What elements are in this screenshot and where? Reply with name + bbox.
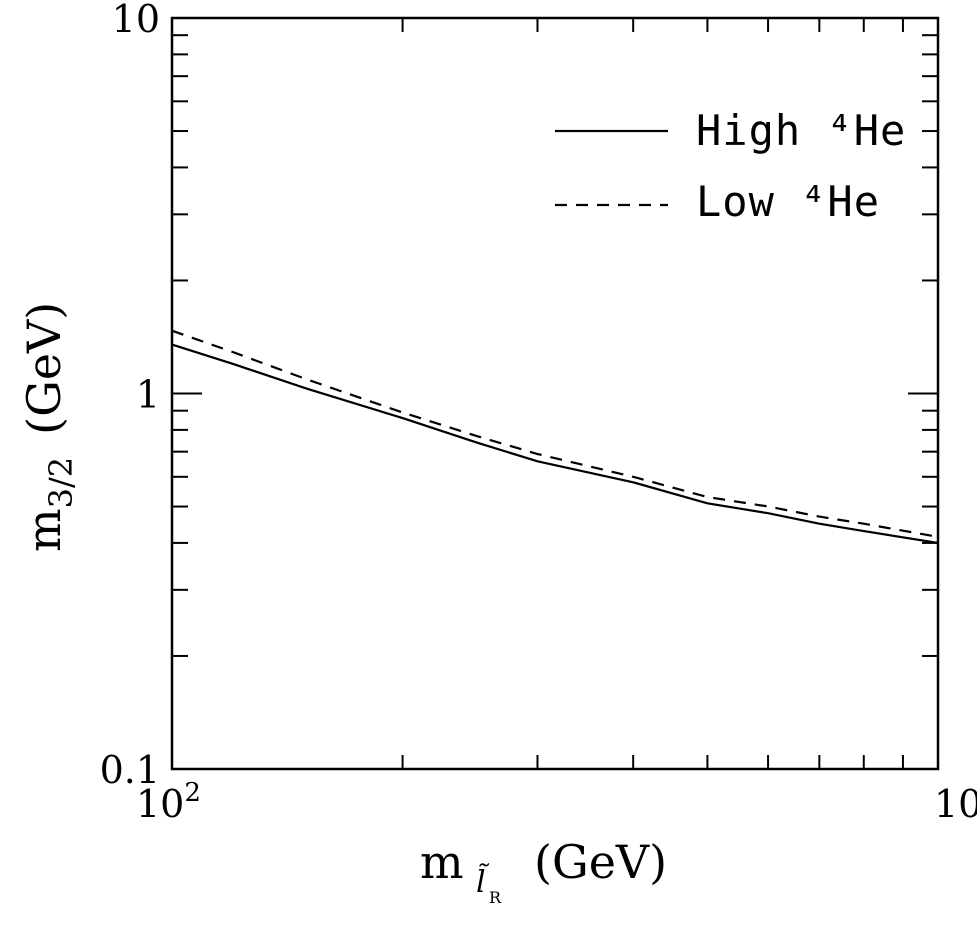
- y-axis-unit: (GeV): [17, 302, 71, 435]
- y-tick-label: 1: [136, 373, 160, 417]
- y-axis-symbol: m: [17, 508, 71, 552]
- x-axis-unit: (GeV): [534, 835, 667, 889]
- legend-label-high: High ⁴He: [696, 106, 906, 155]
- y-axis-subscript: 3/2: [42, 457, 80, 509]
- minor-ticks: [172, 18, 938, 769]
- y-tick-label: 10: [112, 0, 160, 41]
- x-axis-title: m l̃ R (GeV): [420, 835, 667, 907]
- x-axis-subsubscript: R: [489, 888, 502, 907]
- plot-frame: [170, 16, 940, 771]
- y-axis-title: m3/2 (GeV): [17, 302, 80, 552]
- y-tick-label: 0.1: [100, 748, 160, 792]
- series-line-low: [171, 329, 939, 538]
- series-line-high: [171, 343, 939, 544]
- x-tick-label: 103: [934, 778, 977, 826]
- tick-labels: 0.1 1 10 102 103: [100, 0, 977, 826]
- x-tick-label: 102: [136, 778, 201, 826]
- legend: High ⁴He Low ⁴He: [555, 106, 906, 226]
- legend-label-low: Low ⁴He: [696, 177, 880, 226]
- x-axis-symbol: m: [420, 835, 464, 889]
- svg-text:m3/2(GeV): m3/2 (GeV): [17, 302, 80, 552]
- series-layer: [171, 329, 939, 544]
